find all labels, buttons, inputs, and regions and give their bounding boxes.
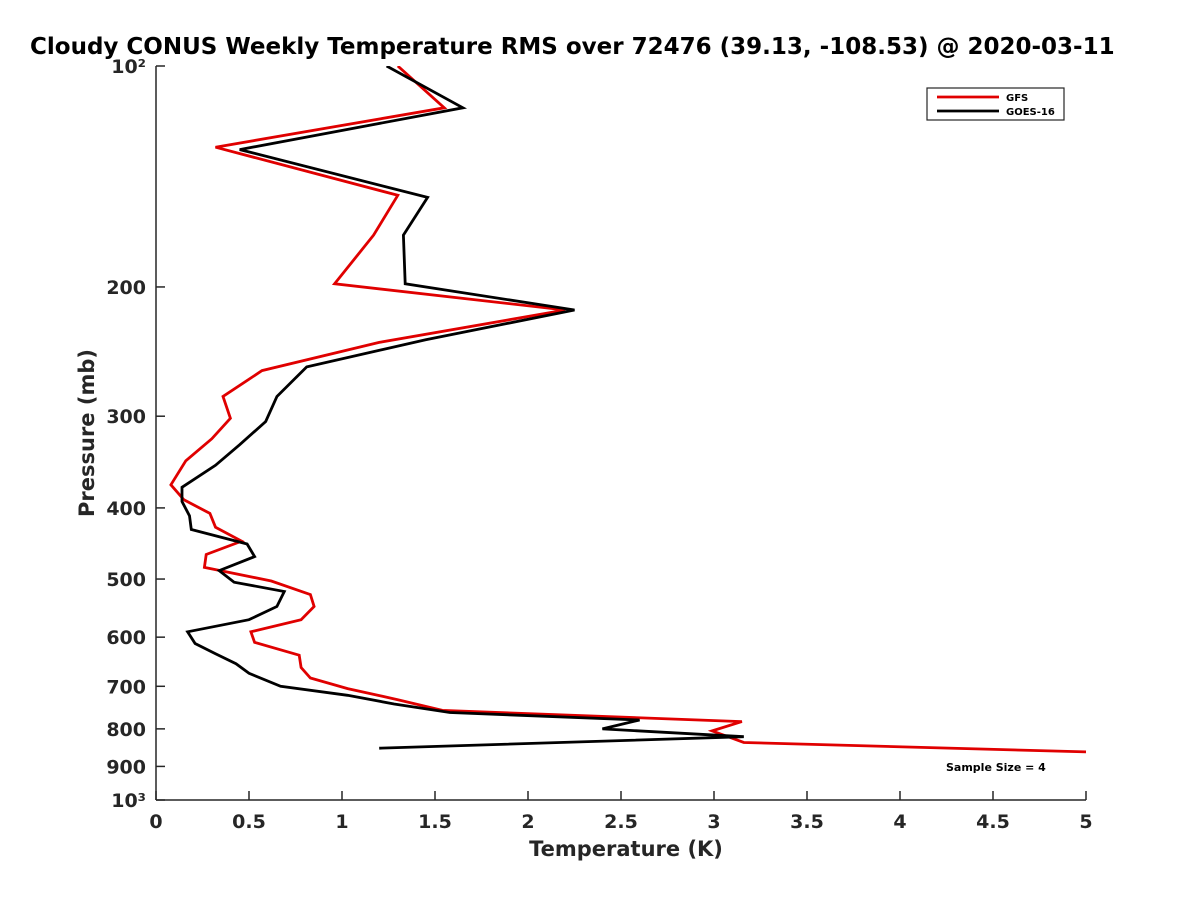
y-tick-label: 800 xyxy=(106,719,146,741)
x-tick-label: 3 xyxy=(707,811,720,833)
legend-entry: GFS xyxy=(1006,93,1028,104)
y-axis-label: Pressure (mb) xyxy=(75,349,99,517)
y-tick-label: 400 xyxy=(106,498,146,520)
y-tick-label: 10² xyxy=(111,56,146,78)
chart-title: Cloudy CONUS Weekly Temperature RMS over… xyxy=(30,34,1115,60)
y-tick-label: 600 xyxy=(106,627,146,649)
series-line-gfs xyxy=(169,66,1087,754)
x-tick-label: 0 xyxy=(149,811,162,833)
x-tick-label: 3.5 xyxy=(790,811,824,833)
y-tick-label: 900 xyxy=(106,756,146,778)
legend-box xyxy=(926,87,1065,121)
series-line-goes-16 xyxy=(180,66,744,750)
x-tick-label: 2 xyxy=(521,811,534,833)
y-tick-label: 200 xyxy=(106,277,146,299)
x-tick-label: 2.5 xyxy=(604,811,638,833)
y-tick-label: 500 xyxy=(106,569,146,591)
x-axis-label: Temperature (K) xyxy=(529,837,723,861)
y-tick-label: 300 xyxy=(106,406,146,428)
y-tick-label: 10³ xyxy=(111,790,146,812)
x-tick-label: 5 xyxy=(1079,811,1092,833)
legend-entry: GOES-16 xyxy=(1006,107,1055,118)
sample-size-annotation: Sample Size = 4 xyxy=(946,761,1046,774)
x-tick-label: 1 xyxy=(335,811,348,833)
y-tick-label: 700 xyxy=(106,676,146,698)
plot-area: 0 0.5 1 1.5 2 2.5 3 3.5 4 4.5 5 10² 200 300 400 500 600 7… xyxy=(75,56,1093,861)
x-tick-label: 0.5 xyxy=(232,811,266,833)
x-tick-label: 1.5 xyxy=(418,811,452,833)
x-tick-label: 4.5 xyxy=(976,811,1010,833)
x-tick-label: 4 xyxy=(893,811,906,833)
